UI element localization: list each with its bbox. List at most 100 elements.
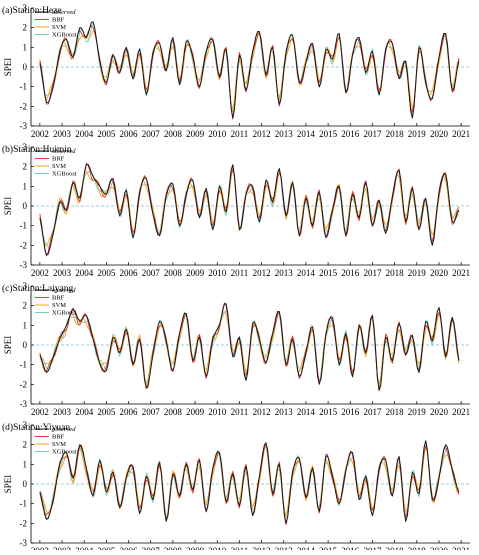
- legend-label-svm: SVM: [52, 24, 66, 31]
- x-tick-label: 2003: [53, 407, 72, 417]
- y-tick-label: -3: [20, 260, 28, 270]
- y-tick-label: 1: [23, 42, 28, 52]
- y-tick-label: 1: [23, 320, 28, 330]
- legend-label-brf: BRF: [52, 156, 65, 163]
- series-brf: [39, 302, 460, 392]
- legend-label-svm: SVM: [52, 163, 66, 170]
- y-tick-label: 2: [23, 301, 28, 311]
- x-tick-label: 2018: [386, 546, 405, 550]
- x-tick-label: 2009: [186, 407, 205, 417]
- x-tick-label: 2020: [430, 129, 449, 139]
- x-tick-label: 2014: [297, 546, 316, 550]
- y-axis-label: SPEI: [3, 197, 13, 216]
- x-tick-label: 2021: [452, 546, 470, 550]
- panel-title: (c)Station:Laiyang: [2, 283, 73, 294]
- x-tick-label: 2004: [75, 546, 94, 550]
- x-tick-label: 2007: [142, 546, 161, 550]
- x-tick-label: 2016: [341, 407, 360, 417]
- x-tick-label: 2018: [386, 129, 405, 139]
- x-tick-label: 2004: [75, 407, 94, 417]
- y-tick-label: 3: [23, 281, 28, 291]
- x-tick-label: 2019: [408, 268, 427, 278]
- legend-label-observed: observed: [52, 287, 76, 294]
- x-tick-label: 2012: [253, 268, 271, 278]
- x-tick-label: 2017: [363, 268, 382, 278]
- x-tick-label: 2002: [31, 129, 49, 139]
- x-tick-label: 2007: [142, 268, 161, 278]
- y-tick-label: -2: [20, 240, 28, 250]
- x-tick-label: 2018: [386, 268, 405, 278]
- x-tick-label: 2017: [363, 129, 382, 139]
- series-svm: [39, 443, 460, 522]
- y-tick-label: -2: [20, 379, 28, 389]
- x-tick-label: 2004: [75, 129, 94, 139]
- y-axis-label: SPEI: [3, 336, 13, 355]
- y-tick-label: 0: [23, 340, 28, 350]
- x-tick-label: 2008: [164, 129, 183, 139]
- legend-label-observed: observed: [52, 148, 76, 155]
- x-tick-label: 2013: [275, 129, 294, 139]
- x-tick-label: 2003: [53, 268, 72, 278]
- x-tick-label: 2019: [408, 129, 427, 139]
- x-tick-label: 2005: [97, 407, 116, 417]
- x-tick-label: 2016: [341, 268, 360, 278]
- y-tick-label: 0: [23, 479, 28, 489]
- legend-label-xgboost: XGBoost: [52, 32, 77, 39]
- y-axis-label: SPEI: [3, 475, 13, 494]
- legend-label-svm: SVM: [52, 302, 66, 309]
- x-tick-label: 2015: [319, 546, 338, 550]
- x-tick-label: 2021: [452, 129, 470, 139]
- y-tick-label: 2: [23, 440, 28, 450]
- x-tick-label: 2006: [120, 407, 139, 417]
- x-tick-label: 2014: [297, 129, 316, 139]
- legend-label-svm: SVM: [52, 441, 66, 448]
- x-tick-label: 2019: [408, 546, 427, 550]
- x-tick-label: 2016: [341, 546, 360, 550]
- x-tick-label: 2010: [208, 546, 227, 550]
- x-tick-label: 2008: [164, 268, 183, 278]
- x-tick-label: 2005: [97, 546, 116, 550]
- x-tick-label: 2007: [142, 407, 161, 417]
- y-tick-label: 0: [23, 201, 28, 211]
- x-tick-label: 2009: [186, 129, 205, 139]
- x-tick-label: 2010: [208, 407, 227, 417]
- legend-label-brf: BRF: [52, 17, 65, 24]
- legend-label-observed: observed: [52, 426, 76, 433]
- x-tick-label: 2014: [297, 407, 316, 417]
- y-tick-label: 3: [23, 420, 28, 430]
- x-tick-label: 2008: [164, 407, 183, 417]
- y-tick-label: -3: [20, 399, 28, 409]
- x-tick-label: 2009: [186, 546, 205, 550]
- x-tick-label: 2004: [75, 268, 94, 278]
- x-tick-label: 2018: [386, 407, 405, 417]
- y-tick-label: -1: [20, 360, 28, 370]
- x-tick-label: 2002: [31, 546, 49, 550]
- legend-label-observed: observed: [52, 9, 76, 16]
- x-tick-label: 2010: [208, 129, 227, 139]
- y-tick-label: 3: [23, 3, 28, 13]
- series-observed: [39, 21, 460, 119]
- x-tick-label: 2005: [97, 268, 116, 278]
- legend-label-xgboost: XGBoost: [52, 171, 77, 178]
- x-tick-label: 2002: [31, 407, 49, 417]
- panel-title: (b)Station:Huimin: [2, 144, 72, 155]
- series-observed: [39, 440, 460, 524]
- y-tick-label: -3: [20, 121, 28, 131]
- x-tick-label: 2013: [275, 546, 294, 550]
- x-tick-label: 2010: [208, 268, 227, 278]
- x-tick-label: 2015: [319, 129, 338, 139]
- y-tick-label: -2: [20, 101, 28, 111]
- x-tick-label: 2012: [253, 129, 271, 139]
- x-tick-label: 2009: [186, 268, 205, 278]
- x-tick-label: 2021: [452, 268, 470, 278]
- y-tick-label: -2: [20, 518, 28, 528]
- legend-label-xgboost: XGBoost: [52, 310, 77, 317]
- x-tick-label: 2021: [452, 407, 470, 417]
- x-tick-label: 2006: [120, 268, 139, 278]
- y-tick-label: 1: [23, 181, 28, 191]
- x-tick-label: 2006: [120, 546, 139, 550]
- x-tick-label: 2020: [430, 546, 449, 550]
